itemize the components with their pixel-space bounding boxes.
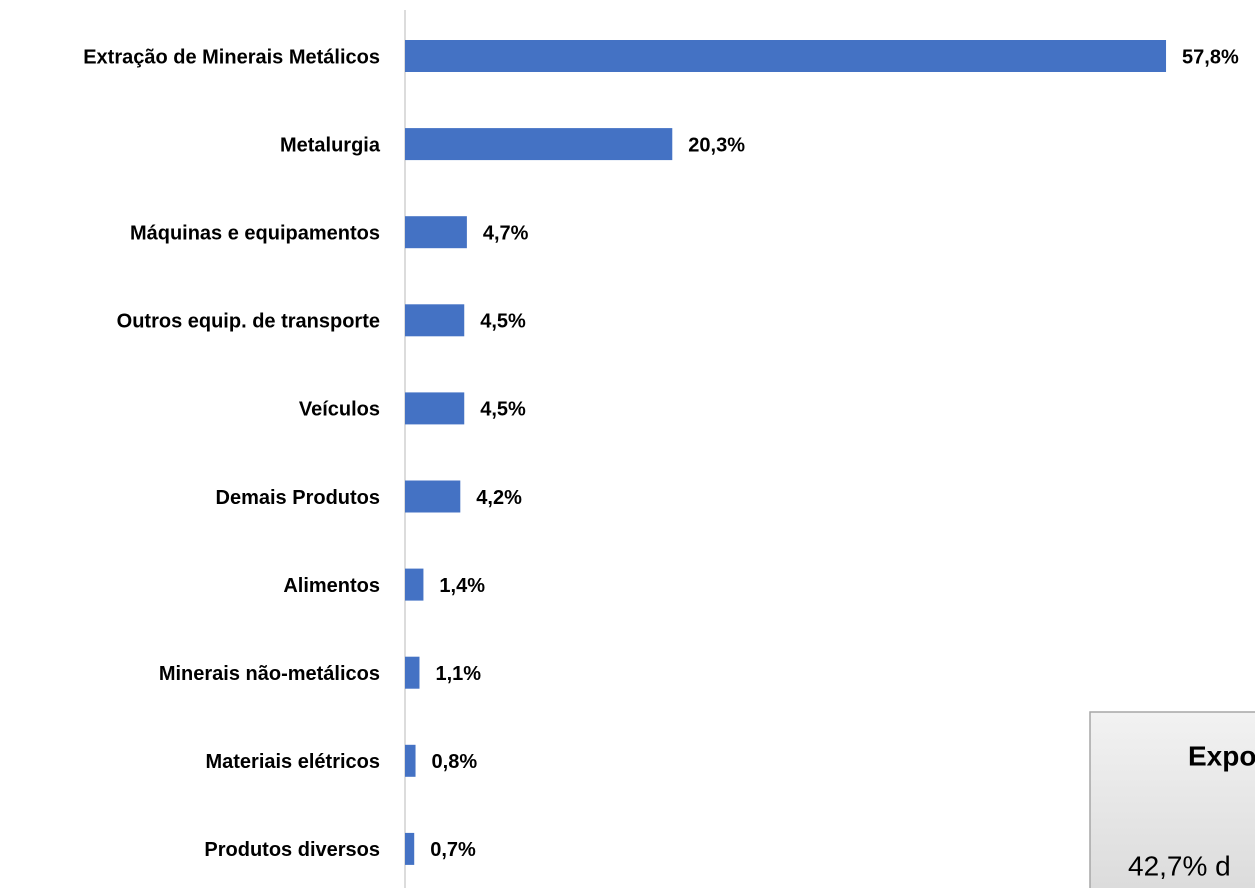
data-label: 4,2% (476, 487, 522, 509)
bar (405, 40, 1167, 72)
category-label: Alimentos (283, 575, 380, 597)
data-label: 20,3% (688, 134, 745, 156)
data-label: 4,7% (483, 222, 529, 244)
category-label: Demais Produtos (216, 487, 380, 509)
bar (405, 744, 416, 777)
category-label: Materiais elétricos (205, 751, 380, 773)
data-label: 1,4% (439, 575, 485, 597)
annotation-title: Expo (1188, 740, 1255, 771)
bar (405, 392, 465, 425)
bar (405, 656, 420, 689)
category-label: Minerais não-metálicos (159, 663, 380, 685)
bar (405, 568, 424, 601)
bar (405, 128, 673, 161)
data-label: 0,7% (430, 839, 476, 861)
category-label: Máquinas e equipamentos (130, 222, 380, 244)
data-label: 1,1% (435, 663, 481, 685)
category-label: Extração de Minerais Metálicos (83, 46, 380, 68)
category-label: Outros equip. de transporte (117, 311, 380, 333)
annotation-box (1089, 711, 1255, 888)
data-label: 0,8% (432, 751, 478, 773)
bar (405, 216, 467, 249)
data-label: 4,5% (480, 311, 526, 333)
category-label: Produtos diversos (204, 839, 380, 861)
bar (405, 480, 461, 513)
data-label: 57,8% (1182, 46, 1239, 68)
bar (405, 304, 465, 337)
data-label: 4,5% (480, 399, 526, 421)
annotation-text: 42,7% d (1128, 850, 1231, 881)
bar (405, 832, 415, 865)
category-label: Veículos (299, 399, 380, 421)
category-label: Metalurgia (280, 134, 381, 156)
